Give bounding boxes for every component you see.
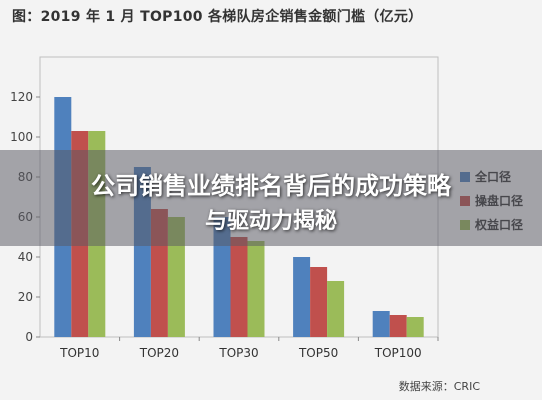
bar-top100-series-3 — [406, 317, 424, 337]
bar-top100-series-2 — [389, 315, 407, 337]
bar-top50-series-3 — [327, 281, 345, 337]
y-tick-label: 120 — [10, 90, 33, 104]
y-tick-label: 20 — [18, 290, 33, 304]
data-source: 数据来源：CRIC — [398, 380, 480, 393]
y-tick-label: 0 — [25, 330, 33, 344]
y-tick-label: 40 — [18, 250, 33, 264]
bar-top100-series-1 — [372, 311, 390, 337]
y-tick-label: 100 — [10, 130, 33, 144]
x-tick-label: TOP20 — [139, 346, 179, 360]
x-tick-label: TOP50 — [298, 346, 338, 360]
banner-headline: 公司销售业绩排名背后的成功策略 — [91, 172, 451, 200]
banner-subheadline: 与驱动力揭秘 — [204, 209, 337, 234]
x-tick-label: TOP10 — [59, 346, 99, 360]
bar-top50-series-2 — [310, 267, 328, 337]
bar-top30-series-1 — [213, 217, 231, 337]
chart-title: 图：2019 年 1 月 TOP100 各梯队房企销售金额门槛（亿元） — [12, 9, 423, 25]
overlay-banner: 公司销售业绩排名背后的成功策略 与驱动力揭秘 — [0, 150, 542, 246]
x-tick-label: TOP100 — [374, 346, 422, 360]
x-tick-label: TOP30 — [218, 346, 258, 360]
bar-top20-series-3 — [167, 217, 185, 337]
bar-top30-series-3 — [247, 241, 265, 337]
bar-top50-series-1 — [293, 257, 311, 337]
bar-top30-series-2 — [230, 237, 248, 337]
